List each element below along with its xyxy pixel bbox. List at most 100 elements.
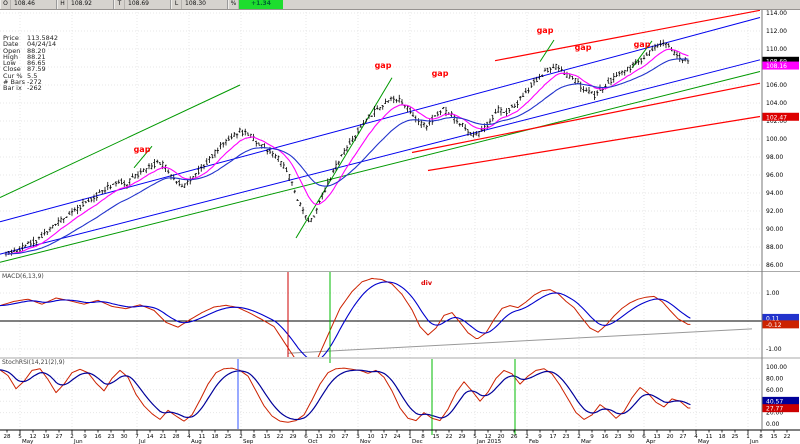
svg-text:29: 29 xyxy=(290,434,297,440)
svg-text:Feb: Feb xyxy=(529,439,539,444)
svg-text:1: 1 xyxy=(746,434,750,440)
svg-text:0.11: 0.11 xyxy=(766,315,780,322)
svg-text:27: 27 xyxy=(56,434,63,440)
svg-text:86.00: 86.00 xyxy=(766,262,783,269)
svg-text:23: 23 xyxy=(108,434,115,440)
cursor-info-label: High xyxy=(3,52,18,61)
svg-text:Sep: Sep xyxy=(243,439,254,444)
quote-field-label: O xyxy=(0,0,11,9)
cursor-info-label: Low xyxy=(3,59,16,68)
svg-text:8: 8 xyxy=(252,434,256,440)
cursor-info-value: 88.21 xyxy=(27,52,46,61)
svg-text:11: 11 xyxy=(706,434,713,440)
svg-text:Nov: Nov xyxy=(360,439,371,444)
quote-field-value: 108.46 xyxy=(11,0,57,9)
cursor-info-label: Bar ix xyxy=(3,84,22,93)
svg-text:Oct: Oct xyxy=(308,439,318,444)
cursor-info-row: Low 86.65 xyxy=(3,59,58,68)
divergence-annotation: div xyxy=(421,279,433,287)
svg-text:Jul: Jul xyxy=(138,439,146,444)
panel-frame xyxy=(0,9,800,431)
svg-text:8: 8 xyxy=(421,434,425,440)
cursor-info-value: -262 xyxy=(27,84,42,93)
svg-text:11: 11 xyxy=(199,434,206,440)
svg-text:28: 28 xyxy=(4,434,11,440)
svg-text:15: 15 xyxy=(771,434,778,440)
svg-text:100.00: 100.00 xyxy=(766,136,787,143)
svg-text:Jun: Jun xyxy=(73,439,83,444)
cursor-info-value: 5.5 xyxy=(27,71,38,80)
svg-text:88.00: 88.00 xyxy=(766,244,783,251)
svg-text:60.00: 60.00 xyxy=(766,387,783,394)
cursor-info-row: # Bars -272 xyxy=(3,78,58,87)
svg-text:9: 9 xyxy=(590,434,594,440)
svg-text:3: 3 xyxy=(356,434,360,440)
quote-bar: O 108.46 H 108.92 T 108.69 L 108.30% +1.34 xyxy=(0,0,800,10)
cursor-info-label: Price xyxy=(3,34,19,42)
moving-averages xyxy=(5,48,689,255)
svg-text:15: 15 xyxy=(264,434,271,440)
cursor-info-row: Close 87.59 xyxy=(3,66,58,73)
svg-text:10: 10 xyxy=(368,434,375,440)
macd-panel-label: MACD(6,13,9) xyxy=(2,273,44,280)
svg-text:gap: gap xyxy=(432,69,449,78)
cursor-info-value: 86.65 xyxy=(27,59,46,68)
svg-text:27.77: 27.77 xyxy=(766,406,783,413)
quote-change-value: +1.34 xyxy=(239,0,283,9)
macd-lines xyxy=(0,277,691,357)
svg-text:0.00: 0.00 xyxy=(766,421,780,428)
svg-text:94.00: 94.00 xyxy=(766,190,783,197)
svg-text:7: 7 xyxy=(135,434,139,440)
cursor-info-value: -272 xyxy=(27,78,42,87)
svg-text:90.00: 90.00 xyxy=(766,226,783,233)
svg-text:21: 21 xyxy=(160,434,167,440)
svg-text:30: 30 xyxy=(628,434,635,440)
quote-field-label: L xyxy=(171,0,182,9)
cursor-info-row: Cur % 5.5 xyxy=(3,71,58,80)
svg-text:26: 26 xyxy=(511,434,518,440)
cursor-info-panel: Price 113.5842 Date 04/24/14 Open 88.20 High 88… xyxy=(3,35,58,92)
cursor-info-value: 04/24/14 xyxy=(27,40,57,49)
svg-text:20: 20 xyxy=(498,434,505,440)
cursor-info-row: Date 04/24/14 xyxy=(3,40,58,49)
svg-text:23: 23 xyxy=(615,434,622,440)
svg-text:-0.12: -0.12 xyxy=(766,322,782,329)
cursor-info-row: Price 113.5842 xyxy=(3,34,58,42)
cursor-info-label: Cur % xyxy=(3,71,23,80)
svg-text:23: 23 xyxy=(563,434,570,440)
svg-text:2: 2 xyxy=(577,434,581,440)
quote-field-label: T xyxy=(114,0,125,9)
cursor-info-value: 88.20 xyxy=(27,46,46,55)
svg-text:104.00: 104.00 xyxy=(766,100,787,107)
svg-text:4: 4 xyxy=(694,434,698,440)
cursor-info-row: Open 88.20 xyxy=(3,46,58,55)
svg-text:20: 20 xyxy=(329,434,336,440)
svg-text:18: 18 xyxy=(719,434,726,440)
svg-text:29: 29 xyxy=(459,434,466,440)
svg-text:112.00: 112.00 xyxy=(766,28,787,35)
svg-text:80.00: 80.00 xyxy=(766,375,783,382)
svg-text:92.00: 92.00 xyxy=(766,208,783,215)
svg-text:Mar: Mar xyxy=(581,439,592,444)
macd-panel: 1.00 -1.00 0.11-0.12 xyxy=(0,290,799,354)
svg-text:18: 18 xyxy=(212,434,219,440)
svg-text:102.00: 102.00 xyxy=(766,118,787,125)
svg-text:20.00: 20.00 xyxy=(766,410,783,417)
svg-text:Jan 2015: Jan 2015 xyxy=(476,439,502,444)
svg-text:6: 6 xyxy=(642,434,646,440)
svg-text:96.00: 96.00 xyxy=(766,172,783,179)
svg-text:Aug: Aug xyxy=(191,439,202,444)
quote-field-value: 108.92 xyxy=(68,0,114,9)
svg-text:98.00: 98.00 xyxy=(766,154,783,161)
svg-text:gap: gap xyxy=(537,26,554,35)
svg-text:gap: gap xyxy=(575,43,592,52)
svg-text:9: 9 xyxy=(83,434,87,440)
quote-change-label: % xyxy=(228,0,239,9)
gap-labels: gap gap gap gap gap gap xyxy=(134,26,651,154)
svg-text:gap: gap xyxy=(134,145,151,154)
svg-text:22: 22 xyxy=(784,434,791,440)
svg-text:May: May xyxy=(22,439,34,444)
